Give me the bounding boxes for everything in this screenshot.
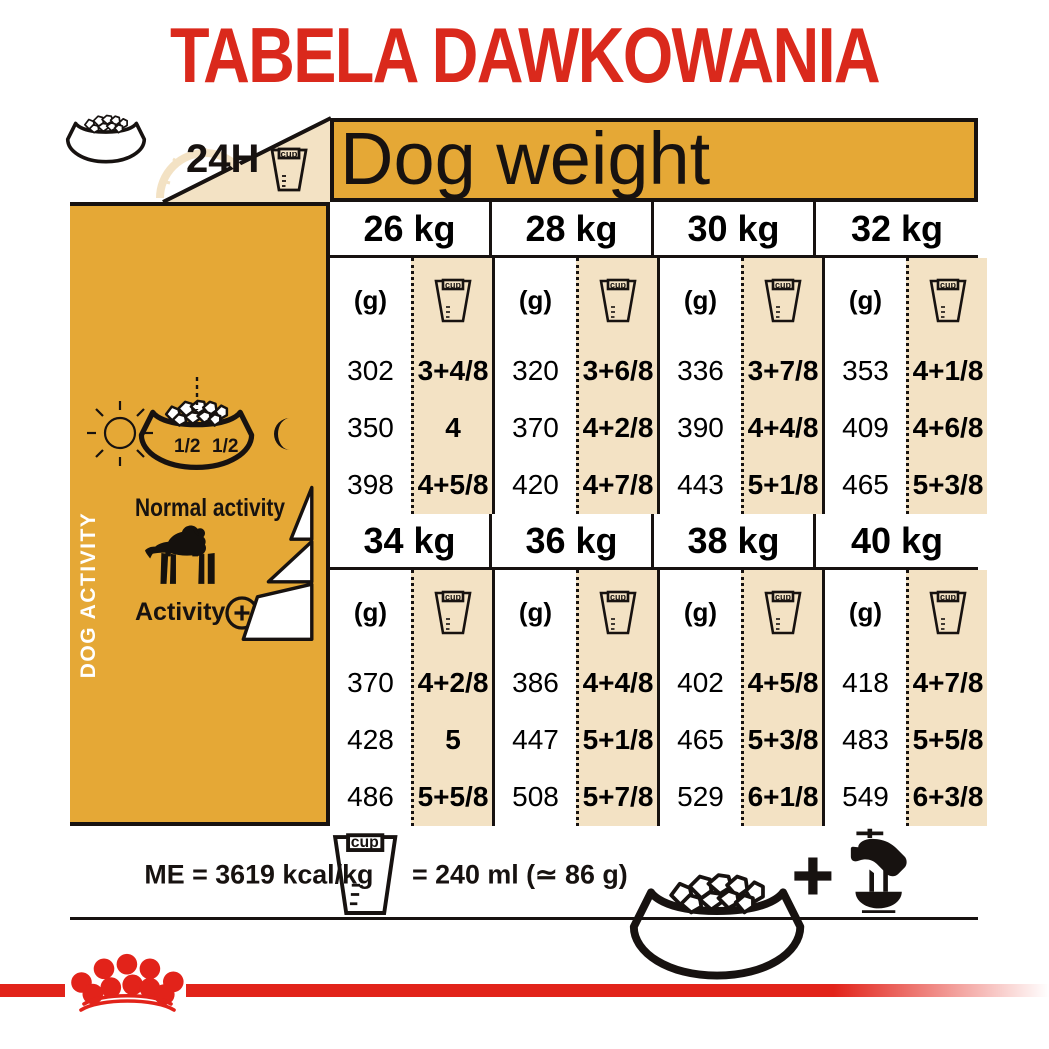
svg-text:cup: cup bbox=[775, 280, 792, 290]
svg-text:cup: cup bbox=[351, 834, 379, 851]
svg-text:1/2: 1/2 bbox=[174, 436, 200, 457]
svg-text:cup: cup bbox=[610, 280, 627, 290]
svg-text:cup: cup bbox=[940, 592, 957, 602]
svg-text:cup: cup bbox=[445, 592, 462, 602]
svg-text:cup: cup bbox=[610, 592, 627, 602]
svg-text:Normal activity: Normal activity bbox=[135, 494, 285, 522]
svg-text:= 240 ml (≃ 86 g): = 240 ml (≃ 86 g) bbox=[412, 859, 628, 889]
svg-text:24H: 24H bbox=[186, 137, 259, 181]
svg-text:cup: cup bbox=[940, 280, 957, 290]
svg-text:cup: cup bbox=[775, 592, 792, 602]
svg-text:Activity: Activity bbox=[135, 598, 225, 626]
svg-text:cup: cup bbox=[445, 280, 462, 290]
svg-text:1/2: 1/2 bbox=[212, 436, 238, 457]
